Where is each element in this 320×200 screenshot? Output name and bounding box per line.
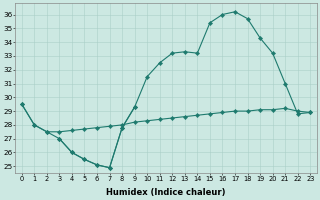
X-axis label: Humidex (Indice chaleur): Humidex (Indice chaleur) bbox=[106, 188, 226, 197]
